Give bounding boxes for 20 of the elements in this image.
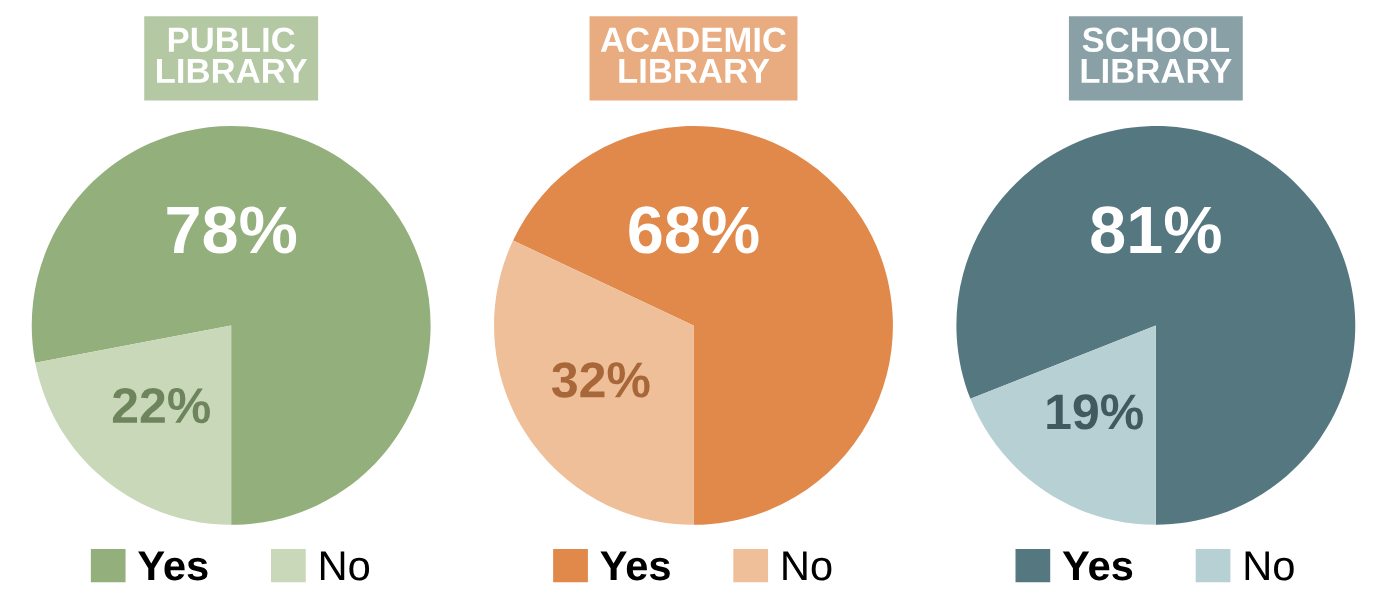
pie-slice xyxy=(31,125,431,525)
pie-slice xyxy=(956,126,1356,525)
pie-slice xyxy=(513,126,893,525)
data-label: 81% xyxy=(1091,206,1221,254)
data-label: 68% xyxy=(629,206,759,254)
legend-label: Yes xyxy=(138,551,208,581)
legend-label: No xyxy=(1245,551,1294,581)
legend-label: Yes xyxy=(600,551,670,581)
chart-title: SCHOOL LIBRARY xyxy=(1081,27,1232,83)
pie-slice xyxy=(35,325,232,525)
data-label: 19% xyxy=(1047,394,1143,430)
data-label: 22% xyxy=(112,387,210,424)
legend-label: Yes xyxy=(1062,551,1133,581)
pie-slice xyxy=(970,325,1156,525)
legend-label: No xyxy=(783,551,832,581)
chart-title: PUBLIC LIBRARY xyxy=(156,27,308,83)
legend-label: No xyxy=(320,551,370,581)
data-label: 78% xyxy=(167,206,297,254)
data-label: 32% xyxy=(552,362,650,398)
chart-title: ACADEMIC LIBRARY xyxy=(600,27,787,83)
